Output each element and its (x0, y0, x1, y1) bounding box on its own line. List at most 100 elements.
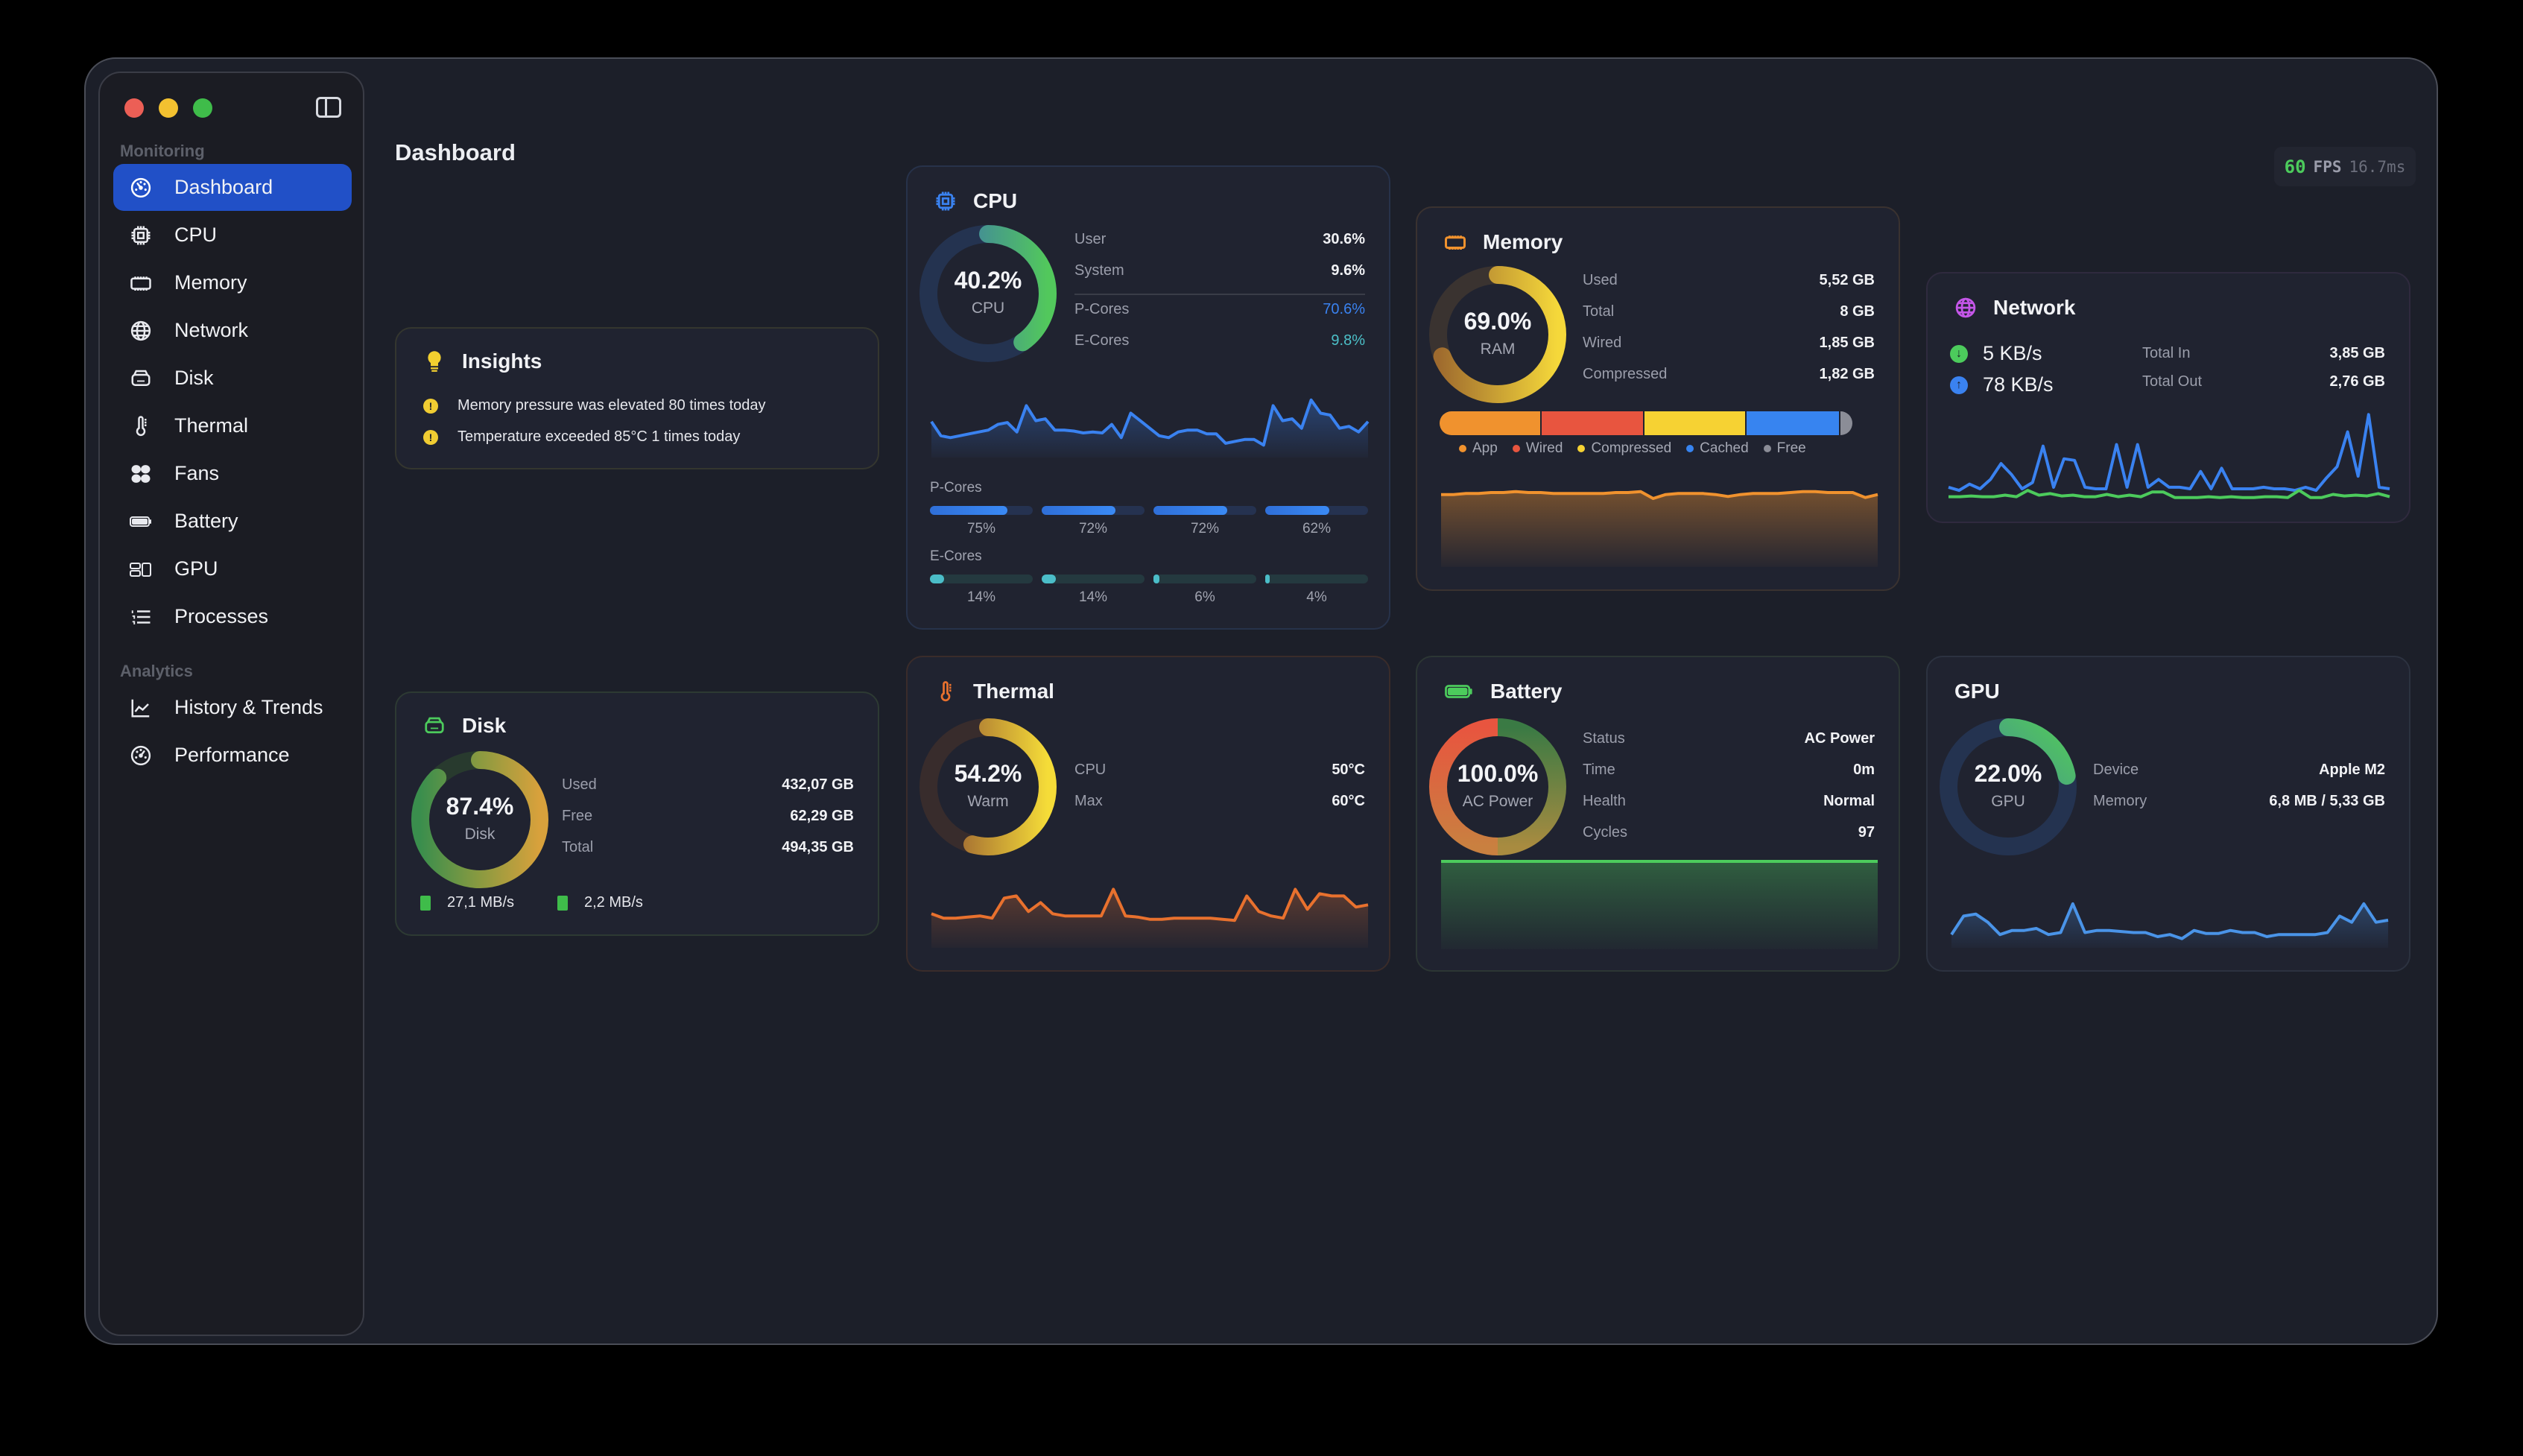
core-bar-fill (930, 575, 945, 583)
disk-write-rate: 2,2 MB/s (557, 894, 643, 911)
legend-item: Wired (1512, 440, 1563, 457)
disk-ring-label: Disk (464, 826, 496, 843)
sidebar-item-history-trends[interactable]: History & Trends (113, 684, 352, 731)
thermal-card[interactable]: Thermal 54.2% Warm CPU 50°C Max 60°C (906, 656, 1390, 972)
sidebar-item-label: History & Trends (174, 696, 323, 718)
globe-icon (130, 320, 152, 342)
page-title: Dashboard (395, 139, 516, 165)
memory-legend: App Wired Compressed Cached Free (1459, 440, 1821, 457)
memory-segment-free (1840, 411, 1852, 435)
gpu-percent: 22.0% (1974, 760, 2042, 787)
network-card[interactable]: Network ↓ 5 KB/s ↑ 78 KB/s Total In 3,85 GB… (1926, 272, 2410, 523)
battery-title: Battery (1444, 680, 1562, 703)
memory-stat-total: Total 8 GB (1583, 303, 1875, 320)
cpu-stat-system: System 9.6% (1074, 262, 1365, 279)
cpu-icon (934, 190, 957, 212)
cpu-stat-ecores: E-Cores 9.8% (1074, 332, 1365, 349)
sidebar-item-thermal[interactable]: Thermal (113, 402, 352, 449)
core-bar-fill (1042, 506, 1116, 515)
core-bar-fill (1265, 575, 1270, 583)
network-title-text: Network (1993, 296, 2076, 319)
zoom-window-button[interactable] (193, 98, 212, 118)
cpu-card[interactable]: CPU 40.2% CPU User 30.6% System 9.6% P-Cor… (906, 165, 1390, 630)
thermal-ring-label: Warm (967, 793, 1009, 810)
thermal-percent: 54.2% (954, 760, 1022, 787)
memory-breakdown-bar (1440, 411, 1852, 435)
core-percent: 72% (1190, 521, 1220, 536)
battery-stat-status: Status AC Power (1583, 730, 1875, 747)
disk-icon (423, 715, 446, 737)
sidebar-item-memory[interactable]: Memory (113, 259, 352, 306)
cpu-stat-pcores: P-Cores 70.6% (1074, 301, 1365, 317)
memory-card[interactable]: Memory 69.0% RAM Used 5,52 GB Total 8 GB W… (1416, 206, 1900, 591)
minimize-window-button[interactable] (159, 98, 178, 118)
battery-stat-time: Time 0m (1583, 762, 1875, 778)
sidebar-item-battery[interactable]: Battery (113, 498, 352, 545)
thermal-title: Thermal (934, 680, 1054, 703)
cpu-icon (130, 224, 152, 247)
file-download-icon (420, 895, 431, 911)
battery-history-chart (1441, 860, 1878, 949)
core-percent: 14% (966, 589, 996, 605)
battery-title-text: Battery (1490, 680, 1563, 703)
disk-stat-total: Total 494,35 GB (562, 839, 854, 855)
core-bar-fill (1042, 575, 1057, 583)
disk-card[interactable]: Disk 87.4% Disk Used 432,07 GB Free 62,29 … (395, 691, 879, 936)
thermal-history-chart (931, 887, 1369, 948)
fps-counter: 60 FPS 16.7ms (2274, 147, 2416, 186)
network-title: Network (1954, 296, 2075, 320)
sidebar-toggle-icon[interactable] (316, 97, 341, 118)
insight-text: Memory pressure was elevated 80 times to… (458, 397, 766, 414)
core-percent: 6% (1194, 589, 1215, 605)
upload-rate: ↑ 78 KB/s (1950, 373, 2054, 396)
gpu-card[interactable]: GPU 22.0% GPU Device Apple M2 Memory 6,8 M… (1926, 656, 2410, 972)
arrow-up-icon: ↑ (1950, 376, 1968, 394)
sidebar-item-label: CPU (174, 224, 218, 246)
e-cores-label: E-Cores (930, 548, 982, 564)
memory-segment-cached (1747, 411, 1839, 435)
gauge-icon (130, 177, 152, 199)
battery-card[interactable]: Battery 100.0% AC Power Status AC Power T… (1416, 656, 1900, 972)
sidebar-item-label: Performance (174, 744, 290, 766)
memory-stat-wired: Wired 1,85 GB (1583, 335, 1875, 351)
download-rate: ↓ 5 KB/s (1950, 342, 2042, 365)
sidebar-item-processes[interactable]: Processes (113, 593, 352, 640)
sidebar-item-label: Network (174, 319, 249, 341)
disk-percent: 87.4% (446, 793, 514, 820)
cpu-stat-user: User 30.6% (1074, 231, 1365, 247)
memory-ring-label: RAM (1480, 341, 1516, 358)
file-upload-icon (557, 895, 568, 911)
app-window: Monitoring Dashboard CPU Memory Network … (84, 57, 2438, 1345)
sidebar-item-disk[interactable]: Disk (113, 355, 352, 402)
p-cores-label: P-Cores (930, 480, 982, 496)
insight-item: ! Temperature exceeded 85°C 1 times toda… (423, 428, 740, 446)
core-bar-fill (1153, 575, 1160, 583)
fps-value: 60 (2284, 156, 2306, 177)
insights-title: Insights (423, 349, 542, 373)
battery-icon (130, 510, 152, 533)
sidebar-item-gpu[interactable]: GPU (113, 545, 352, 592)
thermal-stat-max: Max 60°C (1074, 793, 1365, 809)
sidebar-item-fans[interactable]: Fans (113, 450, 352, 497)
gauge-icon (130, 744, 152, 767)
sidebar-item-performance[interactable]: Performance (113, 732, 352, 779)
core-bar-fill (930, 506, 1007, 515)
sidebar-item-label: GPU (174, 557, 218, 580)
memory-segment-app (1440, 411, 1540, 435)
sidebar-section-analytics: Analytics (120, 662, 193, 680)
sidebar-item-dashboard[interactable]: Dashboard (113, 164, 352, 211)
sidebar-item-cpu[interactable]: CPU (113, 212, 352, 259)
list-icon (130, 606, 152, 628)
thermal-title-text: Thermal (973, 680, 1054, 703)
core-percent: 62% (1302, 521, 1332, 536)
disk-title-text: Disk (462, 714, 507, 737)
thermal-ring: 54.2% Warm (919, 718, 1057, 855)
sidebar: Monitoring Dashboard CPU Memory Network … (98, 72, 364, 1336)
sidebar-item-network[interactable]: Network (113, 307, 352, 354)
core-bar-fill (1153, 506, 1228, 515)
cpu-ring-label: CPU (971, 300, 1005, 317)
sidebar-item-label: Fans (174, 462, 220, 484)
close-window-button[interactable] (124, 98, 144, 118)
warning-icon: ! (423, 429, 438, 445)
sidebar-item-label: Thermal (174, 414, 249, 437)
